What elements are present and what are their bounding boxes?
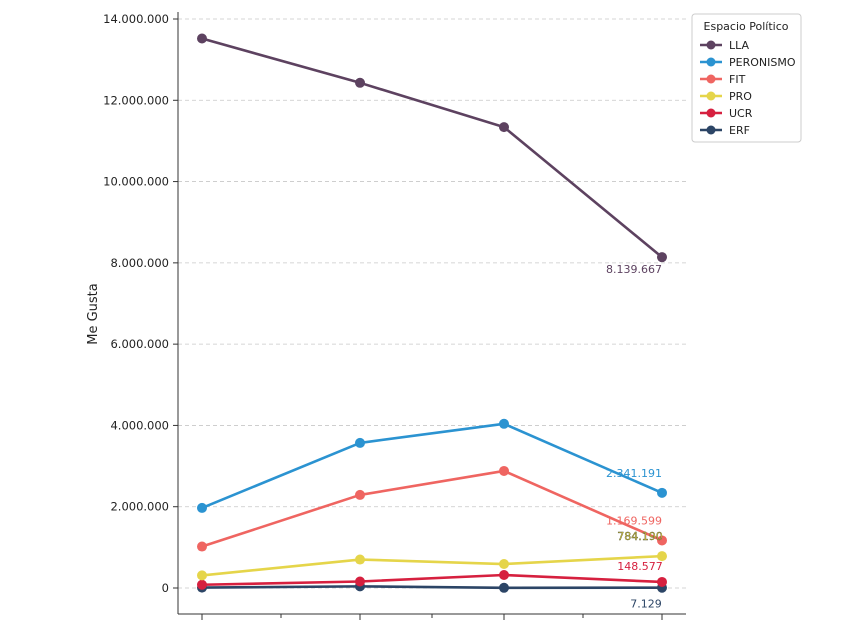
y-tick-label: 10.000.000 <box>103 175 169 189</box>
data-point-fit <box>355 489 365 500</box>
data-point-lla <box>499 122 509 133</box>
data-label-lla: 8.139.667 <box>606 263 662 276</box>
data-point-peronismo <box>197 502 207 513</box>
data-label-pro: 784.190 <box>617 530 663 543</box>
y-tick-label: 2.000.000 <box>110 500 169 514</box>
data-point-peronismo <box>657 487 667 498</box>
series-line-lla <box>201 37 663 259</box>
data-point-ucr <box>355 576 365 587</box>
data-point-ucr <box>197 579 207 590</box>
y-tick-label: 14.000.000 <box>103 12 169 26</box>
data-labels: 7.129 148.577 784.190 1.169.599 2.341.191 8.1… <box>606 263 663 611</box>
y-tick-label: 8.000.000 <box>110 256 169 270</box>
data-point-peronismo <box>499 418 509 429</box>
y-tick-label: 12.000.000 <box>103 93 169 107</box>
legend-label-erf: ERF <box>729 124 750 137</box>
y-tick-label: 6.000.000 <box>110 337 169 351</box>
legend-label-pro: PRO <box>729 90 752 103</box>
data-point-ucr <box>499 569 509 580</box>
data-point-pro <box>499 559 509 570</box>
axes: 0 2.000.000 4.000.000 6.000.000 8.000.000 10.… <box>103 12 686 620</box>
data-point-ucr <box>657 576 667 587</box>
data-point-erf <box>499 582 509 593</box>
data-point-pro <box>657 551 667 562</box>
data-label-fit: 1.169.599 <box>606 514 662 527</box>
series-line-pro <box>201 554 663 577</box>
data-point-lla <box>197 33 207 44</box>
legend-label-ucr: UCR <box>729 107 753 120</box>
data-point-pro <box>355 554 365 565</box>
data-label-peronismo: 2.341.191 <box>606 467 662 480</box>
data-point-peronismo <box>355 437 365 448</box>
legend-label-fit: FIT <box>729 73 746 86</box>
legend: Espacio Político LLA PERONISMO FIT PRO UCR ER… <box>691 13 802 143</box>
legend-swatch-marker <box>706 125 716 135</box>
series-line-peronismo <box>201 422 663 510</box>
legend-swatch-marker <box>706 57 716 67</box>
legend-swatch-marker <box>706 40 716 50</box>
legend-title: Espacio Político <box>704 20 789 33</box>
series-line-erf <box>201 585 663 590</box>
series-lines <box>197 33 667 593</box>
y-tick-label: 0 <box>162 581 169 595</box>
legend-items: LLA PERONISMO FIT PRO UCR ERF <box>700 39 796 137</box>
legend-label-peronismo: PERONISMO <box>729 56 796 69</box>
data-point-lla <box>355 77 365 88</box>
grid-lines <box>178 18 686 589</box>
data-point-pro <box>197 570 207 581</box>
data-label-ucr: 148.577 <box>617 560 663 573</box>
y-axis-title: Me Gusta <box>86 283 101 345</box>
legend-label-lla: LLA <box>729 39 750 52</box>
legend-swatch-marker <box>706 74 716 84</box>
series-line-ucr <box>201 573 663 587</box>
legend-swatch-marker <box>706 91 716 101</box>
data-label-erf: 7.129 <box>630 598 662 611</box>
data-point-fit <box>499 465 509 476</box>
data-point-fit <box>657 535 667 546</box>
data-point-lla <box>657 252 667 263</box>
legend-swatch-marker <box>706 108 716 118</box>
series-line-fit <box>201 469 663 548</box>
y-tick-label: 4.000.000 <box>110 418 169 432</box>
data-point-fit <box>197 541 207 552</box>
